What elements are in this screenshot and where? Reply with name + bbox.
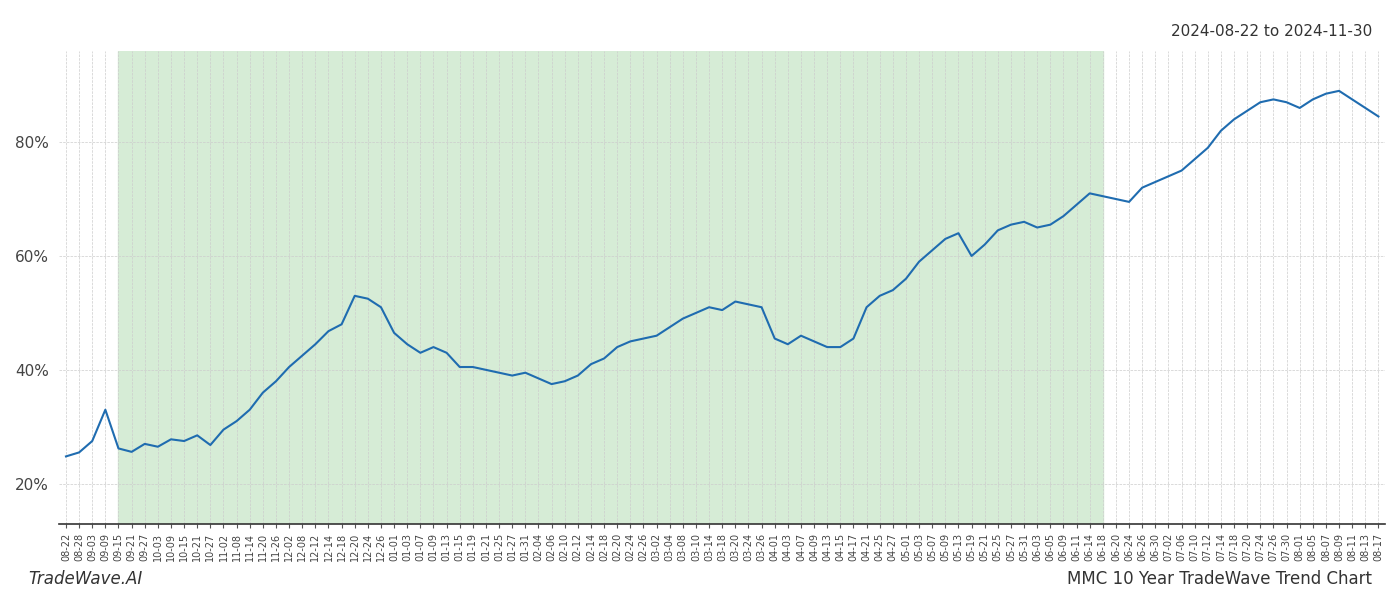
Text: MMC 10 Year TradeWave Trend Chart: MMC 10 Year TradeWave Trend Chart: [1067, 570, 1372, 588]
Bar: [119, 51, 1103, 524]
Text: TradeWave.AI: TradeWave.AI: [28, 570, 143, 588]
Text: 2024-08-22 to 2024-11-30: 2024-08-22 to 2024-11-30: [1170, 24, 1372, 39]
